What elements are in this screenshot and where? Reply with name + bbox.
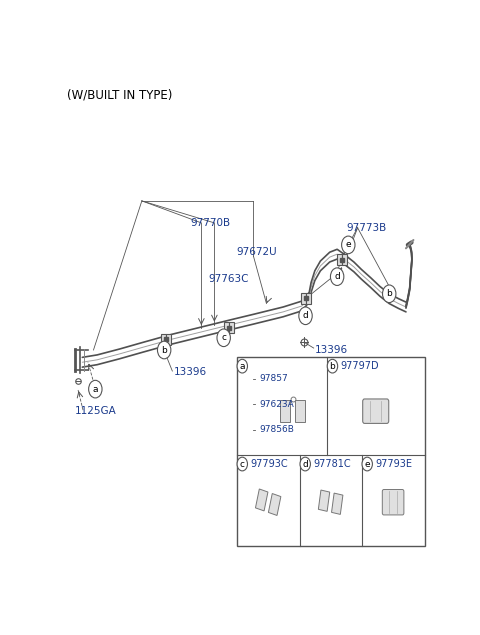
Circle shape <box>217 329 230 347</box>
Bar <box>166 334 171 345</box>
Circle shape <box>300 457 311 471</box>
Bar <box>318 490 330 511</box>
Circle shape <box>330 268 344 286</box>
Text: 97797D: 97797D <box>341 361 379 371</box>
Text: 97773B: 97773B <box>347 223 387 233</box>
Text: 1125GA: 1125GA <box>75 406 117 416</box>
Bar <box>224 322 229 333</box>
Circle shape <box>383 285 396 303</box>
Text: d: d <box>303 311 308 320</box>
Bar <box>268 493 281 516</box>
Circle shape <box>157 341 171 359</box>
Text: b: b <box>386 290 392 298</box>
Circle shape <box>327 359 337 373</box>
Bar <box>237 358 424 545</box>
Text: 97672U: 97672U <box>237 247 277 257</box>
Text: c: c <box>240 460 245 469</box>
Bar <box>301 293 306 304</box>
Bar <box>280 401 290 422</box>
Text: d: d <box>302 460 308 469</box>
Text: 97781C: 97781C <box>313 459 351 469</box>
Text: c: c <box>221 333 226 342</box>
Text: 97856B: 97856B <box>259 425 294 434</box>
Bar <box>332 493 343 514</box>
Text: (W/BUILT IN TYPE): (W/BUILT IN TYPE) <box>67 88 173 102</box>
Bar <box>229 322 234 333</box>
Text: b: b <box>161 345 167 354</box>
Text: 97763C: 97763C <box>209 274 249 284</box>
Text: e: e <box>364 460 370 469</box>
Bar <box>337 254 342 265</box>
Text: b: b <box>330 362 336 371</box>
Bar <box>307 293 311 304</box>
Text: d: d <box>334 272 340 281</box>
FancyBboxPatch shape <box>382 490 404 515</box>
Text: 97857: 97857 <box>259 375 288 384</box>
Circle shape <box>342 236 355 254</box>
Text: 97623A: 97623A <box>259 400 294 409</box>
Text: 13396: 13396 <box>315 345 348 355</box>
Bar <box>255 489 268 511</box>
Text: a: a <box>93 385 98 394</box>
Bar <box>295 401 305 422</box>
Circle shape <box>362 457 372 471</box>
Text: 13396: 13396 <box>173 367 206 377</box>
Bar <box>161 334 166 345</box>
Text: e: e <box>346 241 351 250</box>
Text: 97793C: 97793C <box>251 459 288 469</box>
Circle shape <box>237 457 248 471</box>
Text: a: a <box>240 362 245 371</box>
Text: 97793E: 97793E <box>375 459 412 469</box>
Circle shape <box>299 307 312 324</box>
Text: 97770B: 97770B <box>190 218 230 228</box>
Circle shape <box>237 359 248 373</box>
FancyBboxPatch shape <box>363 399 389 424</box>
Bar <box>342 254 347 265</box>
Circle shape <box>89 380 102 398</box>
